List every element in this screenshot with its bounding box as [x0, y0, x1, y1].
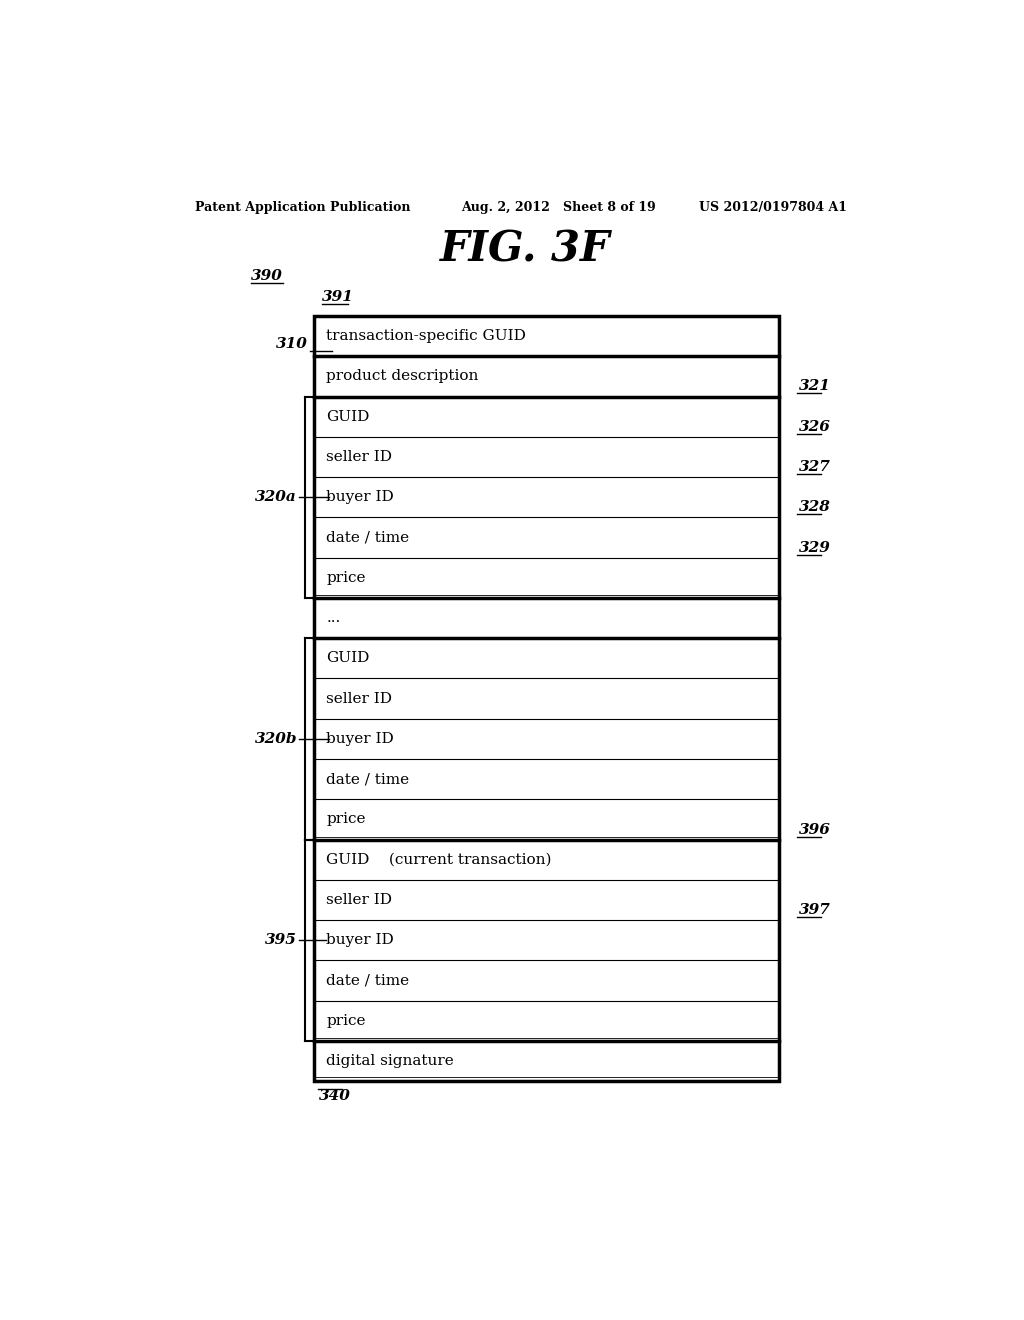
Text: GUID: GUID: [327, 409, 370, 424]
Text: transaction-specific GUID: transaction-specific GUID: [327, 329, 526, 343]
Text: buyer ID: buyer ID: [327, 933, 394, 948]
Text: product description: product description: [327, 370, 479, 383]
Text: digital signature: digital signature: [327, 1055, 455, 1068]
Text: FIG. 3F: FIG. 3F: [439, 228, 610, 271]
Text: 328: 328: [799, 500, 830, 515]
Text: 327: 327: [799, 459, 830, 474]
Text: buyer ID: buyer ID: [327, 490, 394, 504]
Text: 390: 390: [251, 269, 283, 284]
Text: 397: 397: [799, 903, 830, 917]
Text: buyer ID: buyer ID: [327, 731, 394, 746]
Text: date / time: date / time: [327, 531, 410, 544]
Text: Patent Application Publication: Patent Application Publication: [196, 201, 411, 214]
Text: date / time: date / time: [327, 772, 410, 787]
Text: 329: 329: [799, 541, 830, 554]
Text: price: price: [327, 570, 366, 585]
Text: 310: 310: [276, 337, 308, 351]
Text: Aug. 2, 2012   Sheet 8 of 19: Aug. 2, 2012 Sheet 8 of 19: [461, 201, 656, 214]
Bar: [314, 315, 778, 1081]
Text: 320b: 320b: [255, 731, 297, 746]
Text: GUID    (current transaction): GUID (current transaction): [327, 853, 552, 867]
Text: 396: 396: [799, 822, 830, 837]
Text: 320a: 320a: [255, 490, 297, 504]
Text: price: price: [327, 1014, 366, 1028]
Text: US 2012/0197804 A1: US 2012/0197804 A1: [699, 201, 848, 214]
Text: seller ID: seller ID: [327, 450, 392, 463]
Text: seller ID: seller ID: [327, 894, 392, 907]
Text: 340: 340: [318, 1089, 350, 1104]
Text: 326: 326: [799, 420, 830, 434]
Text: ...: ...: [327, 611, 341, 626]
Text: GUID: GUID: [327, 651, 370, 665]
Text: 391: 391: [323, 290, 354, 304]
Text: 321: 321: [799, 379, 830, 393]
Text: 395: 395: [265, 933, 297, 948]
Text: price: price: [327, 813, 366, 826]
Text: seller ID: seller ID: [327, 692, 392, 706]
Text: date / time: date / time: [327, 974, 410, 987]
